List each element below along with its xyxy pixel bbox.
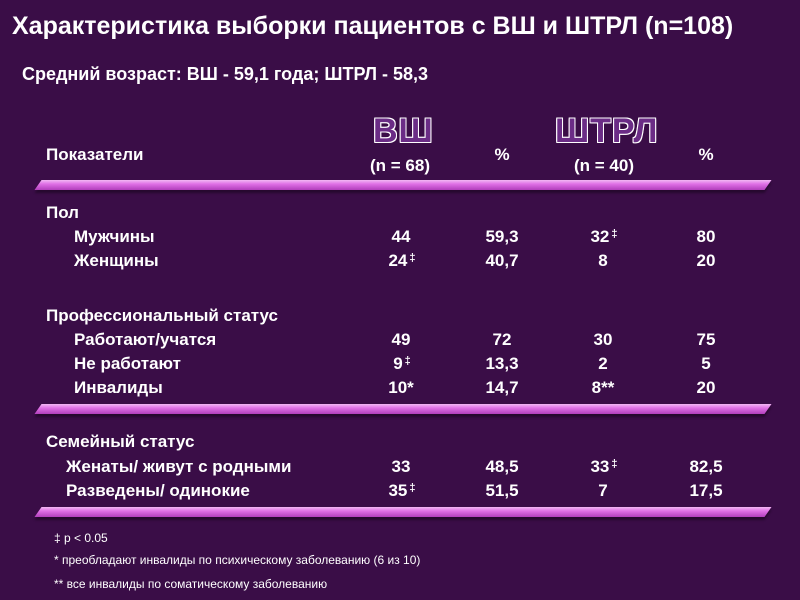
cell-vsh: 24 ‡ — [388, 251, 416, 270]
divider-employment — [34, 404, 772, 414]
cell-shtrl-pct: 20 — [696, 378, 716, 397]
cell-vsh-pct: 48,5 — [485, 457, 519, 476]
row-label: Женщины — [74, 251, 159, 270]
header-group-vsh: ВШ — [373, 112, 434, 150]
cell-vsh: 10* — [388, 378, 414, 397]
cell-vsh: 35 ‡ — [388, 481, 416, 500]
cell-vsh-pct: 59,3 — [485, 227, 519, 246]
header-group-shtrl-n: (n = 40) — [574, 156, 634, 175]
footnote-double-star: ** все инвалиды по соматическому заболев… — [54, 577, 328, 591]
cell-vsh-pct: 40,7 — [485, 251, 519, 270]
cell-vsh: 49 — [391, 330, 411, 349]
cell-vsh: 33 — [391, 457, 411, 476]
row-label: Работают/учатся — [74, 330, 217, 349]
header-group-shtrl: ШТРЛ — [555, 112, 659, 150]
cell-shtrl-pct: 80 — [696, 227, 716, 246]
footnote-single-star: * преобладают инвалиды по психическому з… — [54, 553, 421, 567]
cell-vsh-pct: 14,7 — [485, 378, 519, 397]
cell-shtrl-pct: 20 — [696, 251, 716, 270]
cell-shtrl: 2 — [598, 354, 608, 373]
cell-vsh-pct: 72 — [492, 330, 512, 349]
mean-age-subtitle: Средний возраст: ВШ - 59,1 года; ШТРЛ - … — [22, 64, 428, 84]
row-label: Не работают — [74, 354, 181, 373]
cell-vsh-pct: 51,5 — [485, 481, 519, 500]
section-label-family: Семейный статус — [46, 432, 195, 451]
cell-vsh-pct: 13,3 — [485, 354, 519, 373]
cell-shtrl-pct: 17,5 — [689, 481, 723, 500]
header-pct-vsh: % — [494, 145, 510, 164]
cell-shtrl: 8 — [598, 251, 608, 270]
divider-header — [34, 180, 772, 190]
section-label-employment: Профессиональный статус — [46, 306, 279, 325]
cell-shtrl: 33 ‡ — [590, 457, 618, 476]
cell-shtrl-pct: 75 — [696, 330, 716, 349]
header-indicators: Показатели — [46, 145, 144, 164]
cell-shtrl-pct: 82,5 — [689, 457, 723, 476]
cell-shtrl: 30 — [593, 330, 613, 349]
row-label: Разведены/ одинокие — [66, 481, 250, 500]
cell-shtrl: 32 ‡ — [590, 227, 618, 246]
divider-family — [34, 507, 772, 517]
cell-shtrl-pct: 5 — [701, 354, 711, 373]
footnote-significance: ‡ p < 0.05 — [54, 531, 108, 545]
header-group-vsh-n: (n = 68) — [370, 156, 430, 175]
cell-vsh: 44 — [391, 227, 411, 246]
cell-shtrl: 7 — [598, 481, 608, 500]
row-label: Женаты/ живут с родными — [66, 457, 292, 476]
cell-shtrl: 8** — [591, 378, 615, 397]
cell-vsh: 9 ‡ — [393, 354, 411, 373]
row-label: Инвалиды — [74, 378, 163, 397]
row-label: Мужчины — [74, 227, 155, 246]
page-title: Характеристика выборки пациентов с ВШ и … — [12, 12, 734, 40]
section-label-sex: Пол — [46, 203, 79, 222]
header-pct-shtrl: % — [698, 145, 714, 164]
